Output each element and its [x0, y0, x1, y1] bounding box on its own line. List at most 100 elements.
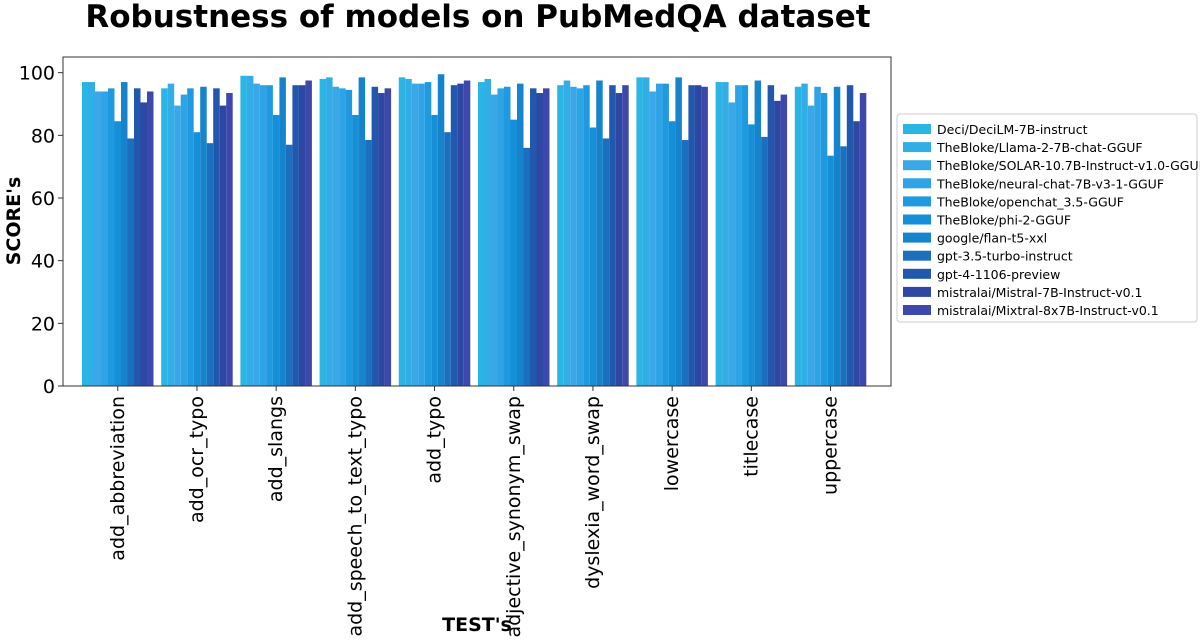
- bar-6-add_abbreviation: [114, 121, 121, 386]
- bar-3-dyslexia_word_swap: [570, 86, 577, 387]
- bar-8-add_speech_to_text_typo: [365, 140, 372, 386]
- x-tick-label: add_abbreviation: [107, 396, 129, 561]
- y-tick-label: 20: [31, 313, 55, 335]
- bar-1-adjective_synonym_swap: [478, 82, 485, 386]
- bar-4-dyslexia_word_swap: [576, 88, 584, 386]
- bar-4-add_typo: [418, 83, 425, 386]
- bar-7-adjective_synonym_swap: [517, 83, 524, 386]
- bar-10-add_slangs: [298, 85, 306, 386]
- bar-11-lowercase: [701, 86, 708, 387]
- bar-2-titlecase: [722, 82, 729, 386]
- legend-swatch: [903, 214, 931, 225]
- bar-3-titlecase: [728, 102, 736, 387]
- bar-8-titlecase: [761, 136, 768, 386]
- bar-9-add_slangs: [292, 85, 299, 386]
- bar-6-add_ocr_typo: [193, 132, 201, 386]
- bar-4-add_abbreviation: [101, 91, 108, 386]
- y-tick-label: 40: [31, 251, 55, 273]
- y-tick-label: 100: [19, 63, 55, 85]
- bar-3-uppercase: [807, 105, 815, 386]
- bar-10-add_ocr_typo: [219, 105, 227, 386]
- bar-10-adjective_synonym_swap: [536, 93, 543, 386]
- bar-8-add_slangs: [285, 144, 293, 386]
- bar-1-dyslexia_word_swap: [557, 85, 564, 386]
- legend-label: TheBloke/neural-chat-7B-v3-1-GGUF: [936, 176, 1164, 191]
- y-tick-label: 80: [31, 125, 55, 147]
- bar-5-titlecase: [741, 85, 749, 386]
- bar-11-add_abbreviation: [147, 91, 154, 386]
- bar-4-lowercase: [655, 83, 663, 386]
- bar-3-add_typo: [411, 83, 419, 386]
- bar-7-add_typo: [437, 74, 445, 386]
- bar-6-titlecase: [748, 124, 755, 387]
- legend-swatch: [903, 160, 931, 171]
- bar-9-lowercase: [688, 85, 695, 386]
- legend-swatch: [903, 232, 931, 243]
- bar-10-add_typo: [457, 83, 464, 386]
- bar-7-add_slangs: [279, 77, 286, 387]
- chart-title: Robustness of models on PubMedQA dataset: [85, 0, 870, 35]
- y-tick-label: 0: [43, 376, 55, 398]
- bar-1-lowercase: [636, 77, 643, 387]
- y-tick-label: 60: [31, 188, 55, 210]
- legend-swatch: [903, 268, 931, 279]
- bar-7-add_abbreviation: [121, 82, 128, 386]
- bar-7-titlecase: [754, 80, 762, 386]
- legend-swatch: [903, 196, 931, 207]
- bar-2-dyslexia_word_swap: [563, 80, 571, 386]
- bar-2-add_ocr_typo: [167, 83, 175, 386]
- legend-label: gpt-3.5-turbo-instruct: [937, 249, 1073, 264]
- bar-1-uppercase: [794, 86, 802, 387]
- bar-1-add_speech_to_text_typo: [319, 78, 327, 387]
- bar-9-add_speech_to_text_typo: [371, 86, 379, 387]
- bar-8-adjective_synonym_swap: [523, 147, 530, 386]
- bar-3-add_speech_to_text_typo: [332, 86, 340, 387]
- bar-3-add_abbreviation: [95, 91, 102, 386]
- legend-label: TheBloke/SOLAR-10.7B-Instruct-v1.0-GGUF: [936, 158, 1200, 173]
- y-axis: 0 20 40 60 80 100: [19, 63, 63, 398]
- bar-1-add_slangs: [240, 75, 247, 387]
- legend-label: TheBloke/Llama-2-7B-chat-GGUF: [936, 140, 1143, 155]
- bar-10-lowercase: [694, 85, 702, 386]
- bars-group: [82, 74, 867, 387]
- bar-11-add_slangs: [305, 80, 312, 386]
- bar-11-add_typo: [463, 80, 471, 386]
- bar-7-uppercase: [833, 86, 841, 387]
- legend-swatch: [903, 305, 931, 315]
- bar-5-adjective_synonym_swap: [504, 86, 511, 387]
- bar-9-adjective_synonym_swap: [530, 88, 537, 386]
- bar-10-uppercase: [853, 121, 860, 386]
- bar-4-add_slangs: [259, 85, 267, 386]
- bar-11-add_ocr_typo: [226, 93, 233, 386]
- x-tick-label: add_typo: [424, 396, 446, 484]
- bar-9-dyslexia_word_swap: [609, 85, 616, 386]
- legend-swatch: [903, 142, 931, 153]
- bar-2-add_abbreviation: [88, 82, 95, 386]
- bar-5-lowercase: [662, 83, 669, 386]
- bar-5-dyslexia_word_swap: [583, 85, 590, 386]
- x-tick-label: adjective_synonym_swap: [503, 396, 525, 638]
- bar-3-add_ocr_typo: [174, 105, 181, 386]
- bar-2-add_typo: [405, 78, 412, 387]
- legend-label: Deci/DeciLM-7B-instruct: [937, 122, 1088, 137]
- bar-11-titlecase: [780, 94, 788, 386]
- bar-10-add_speech_to_text_typo: [378, 93, 385, 386]
- bar-2-adjective_synonym_swap: [484, 78, 491, 387]
- legend-swatch: [903, 250, 931, 261]
- x-tick-label: add_slangs: [265, 396, 287, 502]
- bar-6-adjective_synonym_swap: [510, 119, 517, 387]
- bar-5-uppercase: [820, 93, 828, 386]
- bar-1-add_ocr_typo: [161, 88, 168, 386]
- bar-2-add_speech_to_text_typo: [326, 77, 333, 387]
- legend-label: google/flan-t5-xxl: [937, 231, 1047, 246]
- bar-1-titlecase: [715, 82, 723, 386]
- bar-5-add_slangs: [266, 85, 273, 386]
- legend-label: TheBloke/phi-2-GGUF: [936, 213, 1071, 228]
- legend-swatch: [903, 286, 931, 297]
- bar-3-lowercase: [649, 91, 656, 386]
- x-axis: add_abbreviation add_ocr_typo add_slangs ad…: [107, 386, 842, 638]
- bar-4-titlecase: [735, 85, 742, 386]
- legend-swatch: [903, 124, 931, 134]
- x-tick-label: titlecase: [740, 396, 762, 477]
